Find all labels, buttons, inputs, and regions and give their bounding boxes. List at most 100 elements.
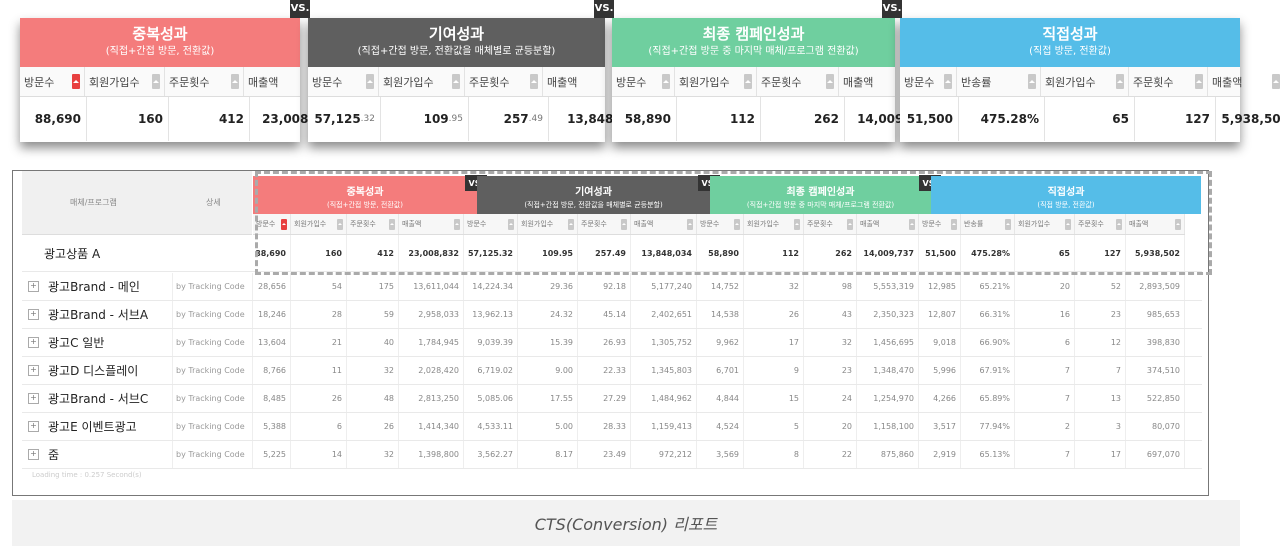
report-column-header[interactable]: 회원가입수 xyxy=(1015,214,1075,234)
column-header[interactable]: 주문횟수 xyxy=(165,67,244,96)
report-cell: 1,348,470 xyxy=(857,357,919,384)
report-cell: 20 xyxy=(1015,273,1075,300)
column-header[interactable]: 회원가입수 xyxy=(675,67,757,96)
table-row[interactable]: + 광고C 일반 by Tracking Code 13,604 21 40 1,784,9… xyxy=(22,329,1202,357)
report-column-header[interactable]: 매출액 xyxy=(1126,214,1185,234)
sort-icon[interactable] xyxy=(231,74,239,89)
sort-icon[interactable] xyxy=(1116,218,1122,230)
column-header[interactable]: 반송률 xyxy=(957,67,1041,96)
report-column-header[interactable]: 주문횟수 xyxy=(1075,214,1126,234)
report-cell: 28,656 xyxy=(253,273,291,300)
sort-icon[interactable] xyxy=(1065,218,1071,230)
sort-icon[interactable] xyxy=(1272,74,1280,89)
column-header[interactable]: 회원가입수 xyxy=(85,67,165,96)
report-column-header[interactable]: 회원가입수 xyxy=(291,214,347,234)
report-column-header[interactable]: 주문횟수 xyxy=(347,214,399,234)
report-column-header[interactable]: 주문횟수 xyxy=(578,214,631,234)
sort-icon[interactable] xyxy=(1195,74,1203,89)
card-title: 기여성과 xyxy=(428,25,485,43)
column-header[interactable]: 회원가입수 xyxy=(379,67,465,96)
card-header: 직접성과 (직접 방문, 전환값) xyxy=(900,18,1240,67)
table-row[interactable]: + 광고E 이벤트광고 by Tracking Code 5,388 6 26 1,414,… xyxy=(22,413,1202,441)
sort-icon[interactable] xyxy=(826,74,834,89)
sort-icon[interactable] xyxy=(847,218,853,230)
row-detail[interactable]: by Tracking Code xyxy=(172,301,253,328)
sort-icon[interactable] xyxy=(951,218,957,230)
column-header[interactable]: 매출액 xyxy=(1208,67,1280,96)
group-subtitle: (직접+간접 방문, 전환값을 매체별로 균등분할) xyxy=(524,201,663,209)
table-row[interactable]: + 줌 by Tracking Code 5,225 14 32 1,398,800 3,56… xyxy=(22,441,1202,469)
expand-plus-icon[interactable]: + xyxy=(28,393,39,404)
report-cell: 26 xyxy=(347,413,399,440)
report-column-header[interactable]: 반송률 xyxy=(961,214,1015,234)
report-column-header[interactable]: 방문수 xyxy=(919,214,961,234)
sort-icon[interactable] xyxy=(72,74,80,89)
report-cell: 109.95 xyxy=(518,235,578,271)
sort-icon[interactable] xyxy=(281,218,287,230)
sort-icon[interactable] xyxy=(944,74,952,89)
sort-icon[interactable] xyxy=(909,218,915,230)
sort-icon[interactable] xyxy=(794,218,800,230)
report-cell: 127 xyxy=(1075,235,1126,271)
column-header[interactable]: 방문수 xyxy=(612,67,675,96)
sort-icon[interactable] xyxy=(621,218,627,230)
column-header-label: 반송률 xyxy=(961,75,992,89)
sort-icon[interactable] xyxy=(366,74,374,89)
expand-plus-icon[interactable]: + xyxy=(28,449,39,460)
sort-icon[interactable] xyxy=(1116,74,1124,89)
report-column-header[interactable]: 매출액 xyxy=(631,214,697,234)
sort-icon[interactable] xyxy=(1028,74,1036,89)
column-header[interactable]: 주문횟수 xyxy=(465,67,543,96)
row-detail[interactable]: by Tracking Code xyxy=(172,273,253,300)
sort-icon[interactable] xyxy=(662,74,670,89)
sort-icon[interactable] xyxy=(734,218,740,230)
table-row[interactable]: + 광고Brand - 서브C by Tracking Code 8,485 26 48 2… xyxy=(22,385,1202,413)
sort-icon[interactable] xyxy=(152,74,160,89)
expand-plus-icon[interactable]: + xyxy=(28,365,39,376)
sort-icon[interactable] xyxy=(1005,218,1011,230)
row-name-cell: + 광고Brand - 서브A xyxy=(22,301,172,328)
sort-icon[interactable] xyxy=(452,74,460,89)
report-column-header[interactable]: 회원가입수 xyxy=(744,214,804,234)
card-subtitle: (직접+간접 방문, 전환값을 매체별로 균등분할) xyxy=(357,46,556,57)
report-column-header[interactable]: 방문수 xyxy=(697,214,744,234)
expand-plus-icon[interactable]: + xyxy=(28,337,39,348)
column-header[interactable]: 방문수 xyxy=(20,67,85,96)
report-column-header[interactable]: 매출액 xyxy=(857,214,919,234)
column-header[interactable]: 회원가입수 xyxy=(1041,67,1129,96)
sort-icon[interactable] xyxy=(389,218,395,230)
row-detail[interactable]: by Tracking Code xyxy=(172,413,253,440)
column-header[interactable]: 방문수 xyxy=(308,67,379,96)
sort-icon[interactable] xyxy=(744,74,752,89)
row-detail[interactable]: by Tracking Code xyxy=(172,357,253,384)
report-cell: 6,701 xyxy=(697,357,744,384)
row-detail[interactable]: by Tracking Code xyxy=(172,441,253,468)
report-cell: 4,533.11 xyxy=(464,413,518,440)
sort-icon[interactable] xyxy=(568,218,574,230)
table-row[interactable]: + 광고Brand - 서브A by Tracking Code 18,246 28 59… xyxy=(22,301,1202,329)
column-header[interactable]: 주문횟수 xyxy=(757,67,839,96)
row-detail[interactable]: by Tracking Code xyxy=(172,329,253,356)
report-cell: 9,039.39 xyxy=(464,329,518,356)
table-row[interactable]: + 광고Brand - 메인 by Tracking Code 28,656 54 175… xyxy=(22,273,1202,301)
column-header[interactable]: 방문수 xyxy=(900,67,957,96)
sort-icon[interactable] xyxy=(687,218,693,230)
card-value: 475.28% xyxy=(959,97,1045,141)
row-detail[interactable]: by Tracking Code xyxy=(172,385,253,412)
expand-plus-icon[interactable]: + xyxy=(28,309,39,320)
sort-icon[interactable] xyxy=(337,218,343,230)
report-column-header[interactable]: 회원가입수 xyxy=(518,214,578,234)
sort-icon[interactable] xyxy=(454,218,460,230)
sort-icon[interactable] xyxy=(508,218,514,230)
report-column-header[interactable]: 방문수 xyxy=(464,214,518,234)
report-column-header[interactable]: 주문횟수 xyxy=(804,214,857,234)
expand-plus-icon[interactable]: + xyxy=(28,281,39,292)
report-column-header[interactable]: 방문수 xyxy=(253,214,291,234)
expand-plus-icon[interactable]: + xyxy=(28,421,39,432)
table-row-summary[interactable]: 광고상품 A 88,690 160 412 23,008,832 57,125.32 109… xyxy=(22,235,1202,272)
table-row[interactable]: + 광고D 디스플레이 by Tracking Code 8,766 11 32 2,028… xyxy=(22,357,1202,385)
report-column-header[interactable]: 매출액 xyxy=(399,214,464,234)
sort-icon[interactable] xyxy=(1175,218,1181,230)
column-header[interactable]: 주문횟수 xyxy=(1129,67,1208,96)
sort-icon[interactable] xyxy=(530,74,538,89)
